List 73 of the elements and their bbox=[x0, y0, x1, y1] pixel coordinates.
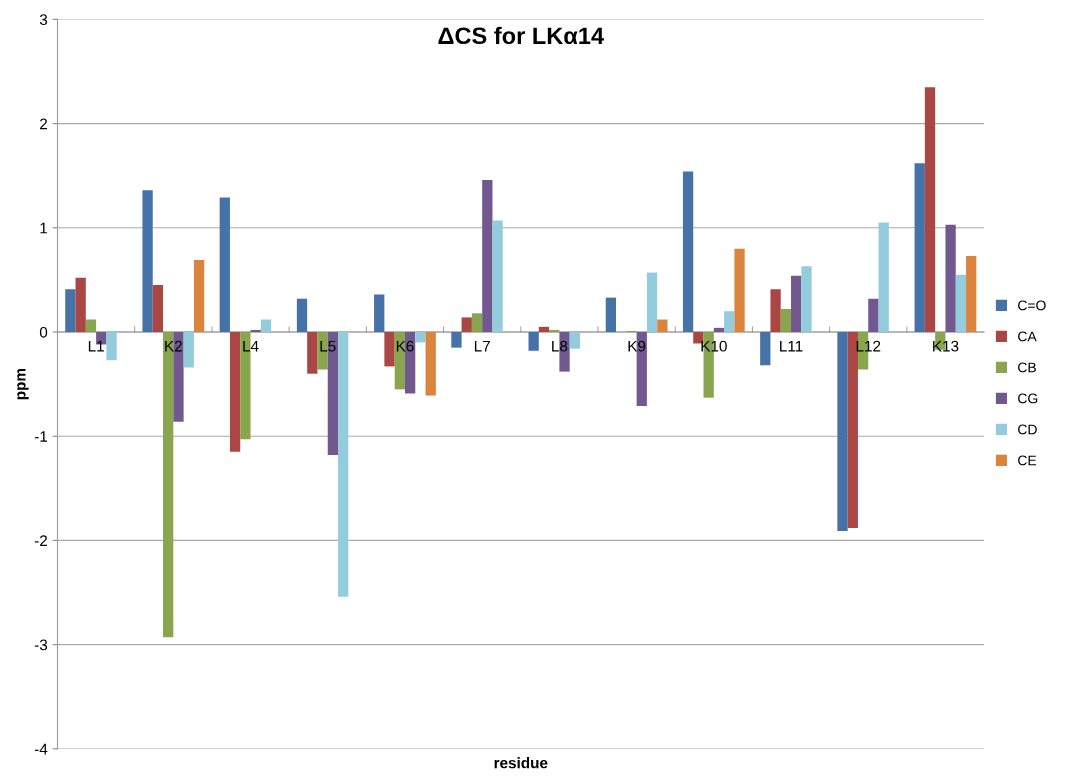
y-tick-label: 3 bbox=[39, 14, 48, 26]
bar bbox=[374, 294, 385, 333]
bar bbox=[605, 297, 617, 333]
bar bbox=[229, 332, 241, 452]
bar bbox=[260, 319, 272, 333]
bar bbox=[770, 289, 781, 333]
y-tick-label: -3 bbox=[34, 639, 48, 651]
bar bbox=[415, 332, 426, 343]
bar bbox=[724, 311, 735, 333]
legend-label: CD bbox=[1018, 424, 1037, 435]
bar bbox=[646, 272, 658, 333]
bar bbox=[492, 220, 503, 333]
bar bbox=[868, 298, 879, 333]
bar bbox=[924, 87, 936, 333]
y-tick-label: -1 bbox=[34, 431, 48, 442]
y-tick-label: -4 bbox=[34, 743, 48, 755]
bar bbox=[657, 319, 668, 333]
bar bbox=[250, 329, 261, 333]
bar bbox=[425, 332, 436, 396]
x-tick-label: L11 bbox=[780, 340, 803, 352]
bar bbox=[837, 332, 848, 532]
legend-label: CG bbox=[1018, 393, 1038, 404]
x-tick-label: K6 bbox=[396, 340, 414, 352]
bar bbox=[106, 332, 117, 361]
legend-label: CA bbox=[1018, 331, 1037, 342]
bar bbox=[75, 277, 86, 333]
bar bbox=[569, 332, 580, 349]
bar bbox=[482, 179, 493, 333]
bar bbox=[945, 224, 956, 333]
legend-label: CB bbox=[1018, 362, 1036, 373]
bar bbox=[538, 326, 550, 333]
bar bbox=[461, 317, 472, 333]
y-tick-label: -2 bbox=[34, 535, 48, 546]
bar bbox=[296, 298, 308, 333]
legend-label: CE bbox=[1018, 455, 1037, 466]
bar bbox=[528, 332, 539, 351]
bar bbox=[183, 332, 194, 368]
x-tick-label: L5 bbox=[320, 340, 336, 352]
bar bbox=[307, 332, 318, 374]
bar bbox=[65, 289, 76, 333]
bar bbox=[85, 319, 97, 333]
bar bbox=[713, 327, 725, 333]
legend-label: C=O bbox=[1018, 300, 1046, 311]
x-tick-label: L7 bbox=[474, 340, 490, 352]
y-tick-label: 1 bbox=[40, 222, 48, 234]
bar bbox=[966, 255, 977, 333]
bar bbox=[955, 274, 967, 333]
x-tick-label: L1 bbox=[88, 340, 104, 352]
x-tick-label: K2 bbox=[165, 340, 182, 352]
bar bbox=[471, 313, 483, 333]
x-axis-title: residue bbox=[494, 757, 548, 769]
chart-title: ΔCS for LKα14 bbox=[438, 26, 604, 45]
bar bbox=[760, 332, 771, 366]
bar bbox=[847, 332, 858, 528]
bar bbox=[801, 266, 812, 333]
bar bbox=[338, 332, 349, 597]
bar bbox=[878, 222, 889, 333]
y-axis-title: ppm bbox=[17, 368, 29, 400]
bar bbox=[152, 285, 164, 333]
bar bbox=[549, 329, 560, 333]
bar bbox=[791, 275, 802, 333]
bar bbox=[682, 171, 694, 333]
y-tick-label: 2 bbox=[40, 118, 48, 130]
bar bbox=[142, 190, 153, 333]
x-tick-label: K13 bbox=[933, 340, 959, 352]
bar bbox=[734, 248, 745, 333]
bar bbox=[384, 332, 395, 367]
y-tick-label: 0 bbox=[39, 326, 48, 338]
bar bbox=[451, 332, 462, 348]
bar bbox=[914, 163, 925, 333]
bar bbox=[780, 309, 792, 333]
bar bbox=[193, 260, 205, 333]
bar bbox=[219, 197, 230, 333]
